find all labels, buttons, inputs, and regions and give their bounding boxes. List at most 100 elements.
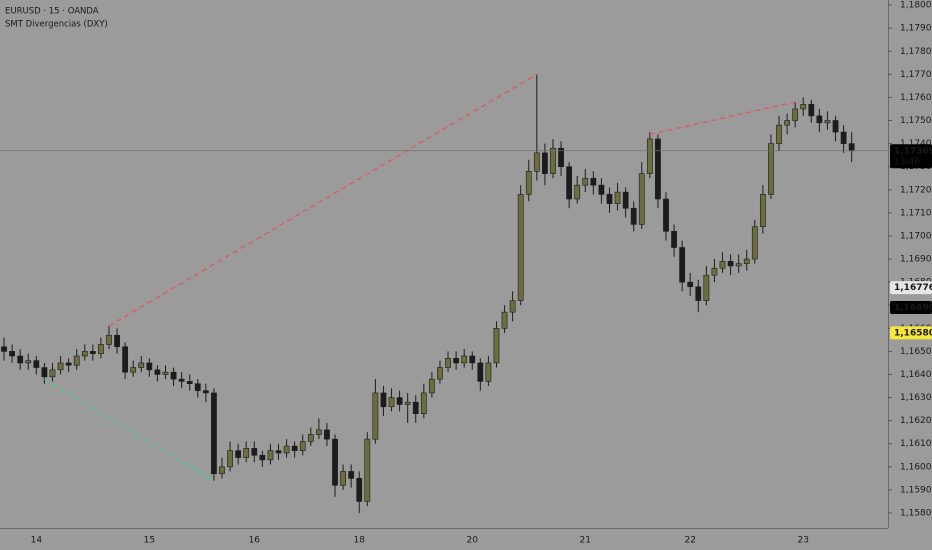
- candle-body: [122, 346, 129, 373]
- candle-body: [622, 191, 629, 209]
- y-tick-label: 1,17100: [900, 208, 932, 218]
- candle-body: [792, 108, 799, 121]
- candle-body: [299, 441, 306, 451]
- x-tick-label: 18: [354, 536, 366, 546]
- candle-body: [73, 355, 80, 366]
- candle-body: [186, 381, 193, 385]
- price-label: 1,17369: [894, 146, 932, 156]
- candle-body: [800, 104, 807, 110]
- candle-body: [307, 434, 314, 442]
- candle-body: [130, 367, 137, 373]
- x-tick-label: 23: [798, 536, 809, 546]
- candle-body: [65, 362, 72, 366]
- candle-body: [81, 351, 88, 357]
- x-tick-label: 15: [144, 536, 155, 546]
- y-tick-label: 1,17500: [900, 116, 932, 126]
- y-tick-label: 1,18000: [900, 1, 932, 11]
- symbol-title[interactable]: EURUSD · 15 · OANDA: [5, 7, 99, 17]
- candle-body: [340, 471, 346, 486]
- plot-area: [0, 73, 888, 513]
- y-tick-label: 1,17800: [900, 47, 932, 57]
- x-tick-label: 16: [249, 536, 261, 546]
- candle-body: [364, 438, 371, 502]
- y-tick-label: 1,17400: [900, 139, 932, 149]
- y-tick-label: 1,15800: [900, 508, 932, 518]
- candle-body: [485, 362, 492, 382]
- divergence-line: [44, 378, 215, 482]
- candle-body: [106, 334, 112, 345]
- candle-body: [816, 115, 823, 124]
- candle-body: [429, 378, 435, 394]
- candle-body: [590, 177, 597, 186]
- y-tick-label: 1,17000: [900, 231, 932, 241]
- y-tick-label: 1,15900: [900, 485, 932, 495]
- candle-body: [606, 194, 613, 204]
- candle-body: [558, 147, 564, 167]
- candle-body: [9, 351, 15, 357]
- candle-body: [550, 147, 556, 174]
- candle-body: [41, 367, 48, 378]
- y-tick-label: 1,16900: [900, 255, 932, 265]
- candle-body: [283, 445, 290, 454]
- candle-body: [671, 231, 677, 248]
- candle-body: [291, 445, 298, 451]
- divergence-line: [108, 73, 538, 327]
- candle-body: [663, 198, 669, 232]
- candle-body: [315, 429, 322, 435]
- indicator-name[interactable]: SMT Divergencias (DXY): [5, 20, 108, 30]
- candle-body: [614, 191, 621, 204]
- divergence-line: [649, 101, 796, 135]
- candle-body: [25, 360, 32, 364]
- candle-body: [493, 327, 500, 364]
- candle-body: [445, 358, 451, 368]
- candle-body: [525, 171, 532, 195]
- x-tick-label: 22: [684, 536, 695, 546]
- y-tick-label: 1,16100: [900, 439, 932, 449]
- candle-body: [412, 401, 419, 415]
- candle-body: [348, 471, 355, 479]
- candle-body: [33, 360, 40, 368]
- candle-body: [138, 362, 145, 368]
- candle-body: [388, 397, 395, 408]
- candle-body: [582, 177, 589, 186]
- candle-body: [1, 346, 7, 352]
- candle-body: [517, 194, 524, 301]
- candle-body: [784, 120, 790, 126]
- price-label-box: [890, 144, 932, 169]
- candle-body: [89, 351, 96, 354]
- candle-body: [211, 392, 217, 475]
- candle-body: [695, 286, 702, 301]
- candle-body: [638, 173, 645, 225]
- y-tick-label: 1,16400: [900, 370, 932, 380]
- candle-body: [98, 344, 104, 354]
- y-tick-label: 1,17600: [900, 93, 932, 103]
- y-tick-label: 1,16500: [900, 347, 932, 357]
- candle-body: [267, 450, 274, 461]
- candle-body: [202, 390, 209, 394]
- candle-body: [687, 281, 694, 288]
- candle-body: [768, 143, 774, 195]
- candle-body: [235, 450, 242, 458]
- candle-body: [840, 131, 847, 144]
- candle-body: [598, 184, 605, 195]
- y-tick-label: 1,17700: [900, 70, 932, 80]
- candle-body: [178, 378, 185, 382]
- candle-body: [533, 152, 540, 172]
- candle-body: [719, 261, 726, 269]
- candle-body: [848, 143, 855, 152]
- candle-body: [420, 392, 427, 415]
- candle-body: [727, 261, 734, 267]
- candle-body: [219, 466, 225, 475]
- candle-body: [542, 152, 548, 174]
- y-tick-label: 1,16300: [900, 393, 932, 403]
- y-tick-label: 1,17200: [900, 185, 932, 195]
- candle-body: [832, 120, 839, 133]
- price-label-box: [890, 281, 932, 295]
- candle-body: [259, 454, 266, 461]
- candle-body: [170, 371, 177, 380]
- candle-body: [251, 448, 258, 456]
- candle-body: [324, 429, 330, 440]
- axes: 1,18000 1,17900 1,17800 1,17700 1,17600 1,175…: [31, 1, 932, 546]
- candle-body: [743, 258, 750, 264]
